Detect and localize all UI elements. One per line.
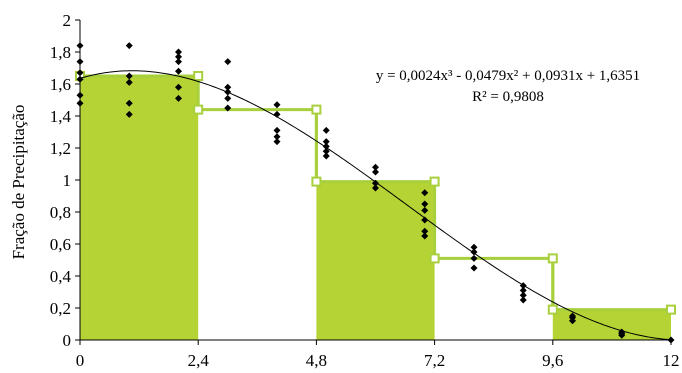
data-point: [175, 58, 182, 66]
data-point: [322, 142, 330, 150]
data-point: [125, 78, 133, 86]
data-point: [175, 83, 182, 91]
data-point: [322, 152, 330, 160]
y-tick-label: 1: [63, 171, 72, 190]
data-point: [421, 206, 429, 214]
data-point: [470, 243, 478, 251]
y-tick-label: 0,4: [50, 267, 72, 286]
x-tick-label: 12: [663, 351, 680, 370]
data-point: [519, 291, 527, 299]
data-point: [76, 42, 84, 50]
data-point: [273, 126, 281, 134]
data-point: [519, 286, 527, 294]
data-point: [224, 83, 232, 91]
data-point: [76, 75, 84, 83]
r-squared-label: R² = 0,9808: [472, 89, 544, 105]
data-point: [421, 200, 429, 208]
bars-layer: [75, 71, 676, 340]
x-tick-label: 2,4: [188, 351, 210, 370]
bar-0: [80, 76, 199, 340]
step-marker: [193, 71, 204, 81]
data-point: [421, 227, 429, 235]
x-tick-label: 0: [76, 351, 85, 370]
data-point: [372, 168, 379, 176]
bar-2: [316, 181, 435, 340]
step-marker: [311, 176, 322, 187]
data-point: [421, 232, 429, 240]
data-point: [273, 138, 281, 146]
data-point: [470, 264, 478, 272]
bar-4: [552, 309, 671, 340]
data-point: [519, 296, 527, 304]
data-point: [273, 110, 281, 118]
data-point: [125, 42, 133, 50]
data-point: [76, 91, 84, 99]
step-marker: [311, 104, 322, 115]
data-point: [421, 189, 429, 197]
scatter-layer: [76, 42, 675, 344]
y-tick-label: 1,8: [50, 43, 71, 62]
x-tick-label: 7,2: [424, 351, 445, 370]
y-tick-label: 1,4: [50, 107, 72, 126]
data-point: [322, 147, 330, 155]
data-point: [224, 88, 232, 96]
step-marker: [429, 253, 440, 264]
trendline-equation: y = 0,0024x³ - 0,0479x² + 0,0931x + 1,63…: [376, 68, 640, 84]
y-tick-label: 1,2: [50, 139, 71, 158]
data-point: [224, 94, 232, 102]
data-point: [372, 179, 379, 187]
data-point: [125, 72, 133, 80]
step-marker: [547, 253, 558, 264]
data-point: [175, 53, 182, 61]
data-point: [421, 216, 429, 224]
data-point: [470, 248, 478, 256]
step-marker: [429, 176, 440, 187]
y-tick-label: 0,2: [50, 299, 71, 318]
data-point: [76, 69, 84, 77]
data-point: [273, 101, 281, 109]
data-point: [224, 104, 232, 112]
data-point: [273, 133, 281, 141]
y-tick-label: 0,8: [50, 203, 71, 222]
ticks-layer: 0 0,2 0,4 0,6 0,8 1 1,2 1,4 1,6 1,8 2 0 2,4 4,8 7,2 9,6…: [50, 11, 680, 370]
data-point: [76, 99, 84, 107]
y-tick-label: 0,6: [50, 235, 71, 254]
step-marker: [666, 304, 676, 315]
data-point: [372, 184, 379, 192]
data-point: [569, 317, 576, 325]
step-marker: [193, 104, 204, 115]
y-tick-label: 2: [63, 11, 72, 30]
data-point: [125, 110, 133, 118]
data-point: [322, 138, 330, 146]
y-tick-label: 0: [63, 331, 72, 350]
data-point: [175, 48, 182, 56]
y-axis-title: Fração de Precipitação: [9, 105, 28, 260]
data-point: [125, 99, 133, 107]
data-point: [224, 58, 232, 66]
data-point: [372, 163, 379, 171]
step-marker: [547, 304, 558, 315]
y-tick-label: 1,6: [50, 75, 71, 94]
data-point: [519, 282, 527, 290]
x-tick-label: 9,6: [542, 351, 563, 370]
data-point: [470, 254, 478, 262]
data-point: [175, 67, 182, 75]
data-point: [175, 94, 182, 102]
data-point: [76, 58, 84, 66]
x-tick-label: 4,8: [306, 351, 327, 370]
data-point: [322, 126, 330, 134]
data-point: [618, 331, 626, 339]
